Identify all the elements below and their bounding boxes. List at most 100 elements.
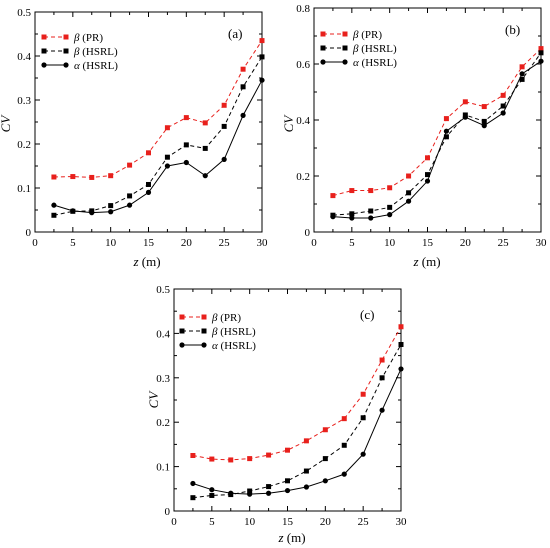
panel-b-series-hsrl_alpha-line xyxy=(332,60,542,219)
panel-c-y-tick-label: 0.3 xyxy=(156,373,170,385)
panel-c-series-hsrl_alpha-point xyxy=(209,487,215,493)
panel-a-series-hsrl_alpha-point xyxy=(240,112,246,118)
panel-a-legend-label-hsrl_alpha: α (HSRL) xyxy=(74,60,118,72)
panel-a-x-tick-label: 25 xyxy=(219,237,231,249)
panel-a-series-pr-point xyxy=(221,102,227,108)
panel-a-series-hsrl_alpha-point xyxy=(126,202,133,208)
panel-b-x-axis-label: z (m) xyxy=(412,254,440,269)
panel-b-legend-label-hsrl_alpha: α (HSRL) xyxy=(353,57,397,69)
panel-a-y-tick-label: 0 xyxy=(26,227,32,239)
panel-a-series-hsrl_beta-point xyxy=(127,193,133,199)
panel-c-series-hsrl_beta-point xyxy=(266,484,272,490)
panel-b-legend-marker-hsrl_alpha xyxy=(320,59,326,65)
panel-a-series-hsrl_alpha-point xyxy=(145,189,152,195)
panel-b-series-hsrl_beta-point xyxy=(425,172,430,178)
panel-a-series-hsrl_beta-line xyxy=(53,56,263,216)
panel-b-x-tick-label: 10 xyxy=(384,237,396,249)
panel-c-series-hsrl_beta-line xyxy=(192,344,402,499)
panel-b-series-hsrl_beta-point xyxy=(406,190,412,196)
panel-a-series-pr-point xyxy=(202,120,208,126)
panel-b-legend-name-pr: (PR) xyxy=(358,29,382,41)
panel-a-y-tick-label: 0.1 xyxy=(17,183,31,195)
panel-c-series-pr-point xyxy=(322,427,328,433)
panel-c-series-pr-point xyxy=(247,456,253,462)
panel-b-series-hsrl_beta-point xyxy=(387,204,393,210)
panel-a-x-tick-label: 0 xyxy=(32,237,38,249)
panel-a-x-axis-label: z (m) xyxy=(132,254,160,269)
panel-c-series-hsrl_alpha-point xyxy=(379,407,385,413)
panel-c-plot-frame xyxy=(173,288,402,512)
panel-b-y-axis-label: CV xyxy=(281,114,296,133)
panel-b-legend-name-hsrl_beta: (HSRL) xyxy=(358,43,397,55)
panel-c-y-axis-label: CV xyxy=(146,390,161,409)
panel-c-series-hsrl_alpha-point xyxy=(341,471,347,477)
panel-a-series-hsrl_beta-point xyxy=(240,84,246,90)
panel-b-series-pr-point xyxy=(519,64,525,70)
panel-a-series-hsrl_alpha-point xyxy=(202,173,208,179)
panel-c-series-pr-line xyxy=(192,326,402,461)
panel-b-series-pr-point xyxy=(443,116,449,122)
panel-b-series-hsrl_alpha-point xyxy=(443,128,450,134)
panel-b-series-hsrl_beta-point xyxy=(500,103,506,109)
panel-a-series-hsrl_alpha-line xyxy=(53,79,263,214)
panel-a-series-hsrl_alpha-point xyxy=(164,163,171,169)
panel-b-y-tick-label: 0.2 xyxy=(296,171,310,183)
panel-c-series-hsrl_alpha-point xyxy=(284,487,291,494)
panel-c-series-pr-point xyxy=(341,416,347,422)
panel-b-series-hsrl_beta-point xyxy=(368,208,374,214)
panel-a-x-tick-label: 30 xyxy=(257,237,269,249)
panel-c-series-hsrl_alpha-line xyxy=(192,368,402,495)
panel-b-series-pr-line xyxy=(332,48,542,197)
panel-b-letter: (b) xyxy=(505,22,520,37)
panel-b-x-tick-label: 25 xyxy=(498,237,510,249)
panel-b-x-axis-variable: z xyxy=(412,254,418,269)
panel-b-y-tick-label: 0.4 xyxy=(296,115,310,127)
panel-c-legend-symbol-hsrl_beta: β xyxy=(211,326,218,338)
panel-a-x-tick-label: 15 xyxy=(143,237,155,249)
panel-c-x-tick-label: 10 xyxy=(244,516,256,528)
panel-c-series-hsrl_alpha-point xyxy=(398,366,404,372)
panel-c-series-pr-point xyxy=(360,391,366,397)
panel-b-legend-symbol-hsrl_alpha: α xyxy=(353,57,359,69)
panel-b-series-hsrl_beta-point xyxy=(349,211,355,217)
panel-b: CV z (m) 0 5 10 15 20 25 30 0 0.2 0.4 0.6 0.8 β (PR)… xyxy=(281,3,547,269)
panel-c-series-hsrl_alpha-point xyxy=(322,478,328,484)
panel-a-series-hsrl_beta-point xyxy=(51,212,57,218)
panel-b-x-tick-label: 30 xyxy=(536,237,548,249)
panel-a-legend-name-pr: (PR) xyxy=(79,32,103,44)
panel-a-legend-marker-pr xyxy=(63,34,69,40)
panel-b-y-tick-label: 0.6 xyxy=(296,59,310,71)
panel-c-series-hsrl_beta-point xyxy=(398,342,404,347)
panel-a-series-pr-point xyxy=(259,38,265,44)
panel-a-x-axis-unit: (m) xyxy=(139,254,161,269)
panel-a-legend-marker-pr xyxy=(41,34,47,40)
panel-c-series-pr-point xyxy=(209,456,215,462)
panel-a-series-pr-point xyxy=(146,150,151,156)
panel-c-series-hsrl_beta-point xyxy=(247,488,253,494)
panel-c-series-hsrl_beta-point xyxy=(322,456,328,462)
panel-a-series-hsrl_beta-point xyxy=(259,54,265,60)
panel-b-x-tick-label: 15 xyxy=(422,237,434,249)
panel-c-letter: (c) xyxy=(360,307,374,322)
panel-c-series-pr-point xyxy=(379,357,385,363)
panel-a-plot-frame xyxy=(34,11,263,233)
panel-a-legend-name-hsrl_beta: (HSRL) xyxy=(79,46,118,58)
panel-c-x-axis-variable: z xyxy=(277,530,283,545)
panel-c-legend-label-pr: β (PR) xyxy=(211,312,241,324)
panel-b-series-pr-point xyxy=(406,173,412,179)
panel-c-legend-marker-pr xyxy=(201,314,207,320)
panel-c-series-hsrl_beta-point xyxy=(379,375,385,381)
panel-a-x-tick-label: 10 xyxy=(105,237,117,249)
panel-b-series-hsrl_alpha-point xyxy=(405,198,412,204)
panel-a-series-hsrl_beta-point xyxy=(202,145,208,151)
panel-b-series-hsrl_alpha-point xyxy=(387,212,393,218)
panel-b-x-tick-label: 5 xyxy=(349,237,355,249)
panel-a-series-pr-point xyxy=(183,115,189,121)
panel-b-x-tick-label: 20 xyxy=(460,237,472,249)
panel-b-series-pr-point xyxy=(349,188,355,194)
panel-a-x-tick-label: 20 xyxy=(181,237,193,249)
panel-a-series-pr-point xyxy=(51,174,57,180)
panel-b-series-pr-point xyxy=(368,188,374,194)
panel-b-legend-marker-hsrl_alpha xyxy=(342,59,348,65)
panel-c-series-hsrl_beta-point xyxy=(360,415,366,421)
